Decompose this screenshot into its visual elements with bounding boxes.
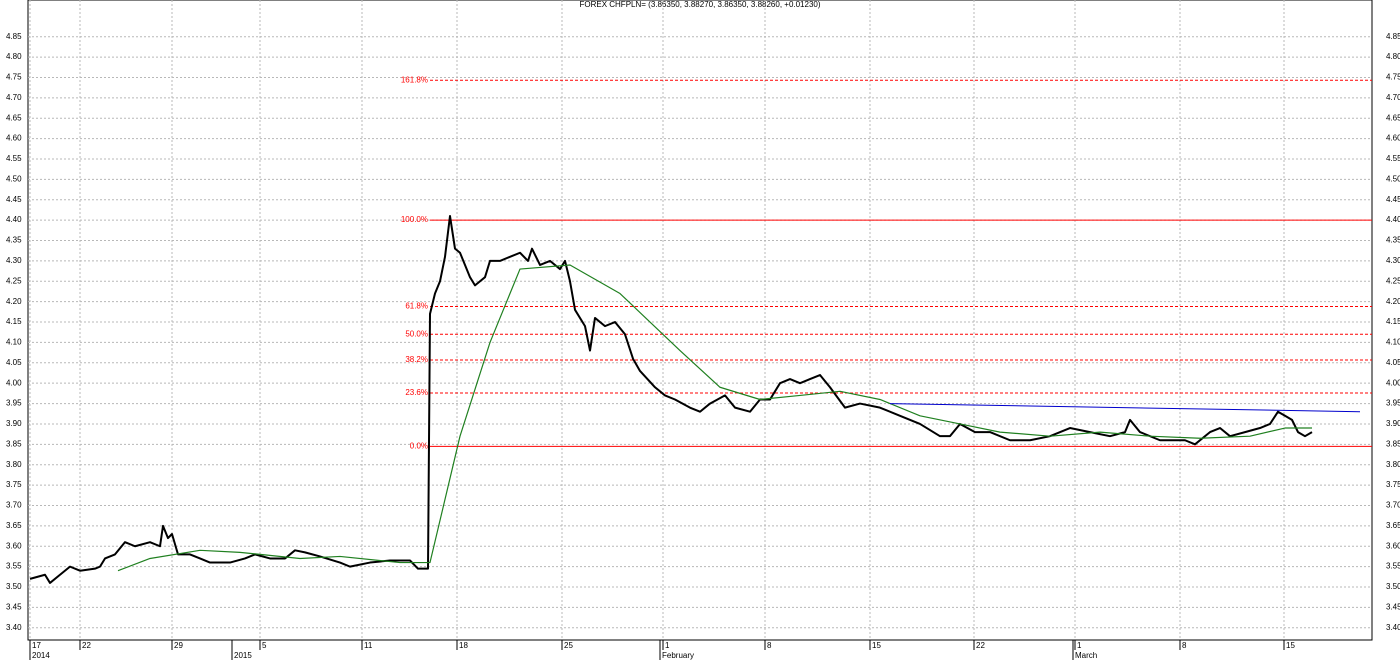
y-tick-label-right: 4.25: [1386, 276, 1400, 285]
y-tick-label: 4.80: [6, 52, 22, 61]
y-tick-label: 4.45: [6, 195, 22, 204]
y-tick-label-right: 3.50: [1386, 582, 1400, 591]
y-tick-label: 3.45: [6, 602, 22, 611]
y-tick-label-right: 4.50: [1386, 174, 1400, 183]
y-tick-label: 3.90: [6, 419, 22, 428]
y-tick-label: 4.00: [6, 378, 22, 387]
x-period-label: February: [662, 651, 694, 660]
y-tick-label-right: 3.55: [1386, 562, 1400, 571]
y-tick-label-right: 4.30: [1386, 256, 1400, 265]
y-tick-label: 4.70: [6, 93, 22, 102]
y-tick-label: 4.30: [6, 256, 22, 265]
y-tick-label: 4.65: [6, 113, 22, 122]
y-tick-label: 3.55: [6, 562, 22, 571]
y-tick-label: 4.05: [6, 358, 22, 367]
y-tick-label-right: 3.70: [1386, 501, 1400, 510]
y-tick-label-right: 4.60: [1386, 134, 1400, 143]
x-period-label: 2014: [32, 651, 50, 660]
y-tick-label-right: 4.40: [1386, 215, 1400, 224]
y-tick-label: 3.65: [6, 521, 22, 530]
trendline: [889, 403, 1361, 413]
y-tick-label-right: 4.70: [1386, 93, 1400, 102]
y-tick-label: 4.75: [6, 73, 22, 82]
y-tick-label-right: 4.75: [1386, 73, 1400, 82]
x-tick-label: 25: [564, 641, 573, 650]
y-tick-label: 3.50: [6, 582, 22, 591]
x-tick-label: 29: [174, 641, 183, 650]
x-tick-label: 8: [1182, 641, 1187, 650]
y-tick-label: 3.60: [6, 541, 22, 550]
y-tick-label: 3.75: [6, 480, 22, 489]
y-tick-label: 3.95: [6, 399, 22, 408]
y-tick-label-right: 4.55: [1386, 154, 1400, 163]
x-tick-label: 22: [82, 641, 91, 650]
y-tick-label: 4.55: [6, 154, 22, 163]
series-line: [29, 215, 1313, 584]
x-tick-label: 5: [262, 641, 267, 650]
y-tick-label-right: 4.05: [1386, 358, 1400, 367]
x-period-label: March: [1075, 651, 1097, 660]
y-tick-label-right: 4.45: [1386, 195, 1400, 204]
y-tick-label: 4.60: [6, 134, 22, 143]
x-tick-label: 22: [976, 641, 985, 650]
y-tick-label-right: 3.95: [1386, 399, 1400, 408]
y-tick-label-right: 3.40: [1386, 623, 1400, 632]
y-tick-label: 3.80: [6, 460, 22, 469]
x-tick-label: 8: [767, 641, 772, 650]
fib-label: 50.0%: [405, 329, 428, 338]
x-tick-label: 11: [364, 641, 373, 650]
fib-label: 100.0%: [401, 215, 428, 224]
x-tick-label: 18: [459, 641, 468, 650]
fib-label: 23.6%: [405, 388, 428, 397]
fib-label: 0.0%: [410, 441, 428, 450]
y-tick-label: 3.70: [6, 501, 22, 510]
y-tick-label: 4.25: [6, 276, 22, 285]
fib-label: 38.2%: [405, 355, 428, 364]
x-tick-label: 17: [32, 641, 41, 650]
y-tick-label-right: 3.45: [1386, 602, 1400, 611]
fib-label: 161.8%: [401, 75, 428, 84]
y-tick-label: 4.85: [6, 32, 22, 41]
y-tick-label-right: 4.80: [1386, 52, 1400, 61]
x-tick-label: 1: [665, 641, 670, 650]
x-tick-label: 15: [872, 641, 881, 650]
y-tick-label: 4.15: [6, 317, 22, 326]
x-period-label: 2015: [234, 651, 252, 660]
y-tick-label: 4.35: [6, 236, 22, 245]
y-tick-label-right: 4.00: [1386, 378, 1400, 387]
y-tick-label-right: 3.85: [1386, 439, 1400, 448]
x-tick-label: 1: [1077, 641, 1082, 650]
y-tick-label: 4.20: [6, 297, 22, 306]
y-tick-label-right: 3.80: [1386, 460, 1400, 469]
y-tick-label-right: 4.20: [1386, 297, 1400, 306]
plot-frame: [27, 0, 1373, 641]
y-tick-label-right: 4.10: [1386, 338, 1400, 347]
y-tick-label: 4.10: [6, 338, 22, 347]
x-tick-label: 15: [1286, 641, 1295, 650]
y-tick-label-right: 3.90: [1386, 419, 1400, 428]
y-tick-label-right: 3.60: [1386, 541, 1400, 550]
y-tick-label: 3.40: [6, 623, 22, 632]
y-tick-label-right: 3.65: [1386, 521, 1400, 530]
y-tick-label: 4.40: [6, 215, 22, 224]
fib-label: 61.8%: [405, 302, 428, 311]
y-tick-label-right: 4.85: [1386, 32, 1400, 41]
y-tick-label-right: 4.15: [1386, 317, 1400, 326]
y-tick-label: 4.50: [6, 174, 22, 183]
y-tick-label-right: 3.75: [1386, 480, 1400, 489]
y-tick-label-right: 4.35: [1386, 236, 1400, 245]
chart-title: FOREX CHFPLN= (3.86350, 3.88270, 3.86350…: [579, 0, 820, 9]
y-tick-label: 3.85: [6, 439, 22, 448]
series-line: [117, 264, 1312, 572]
y-tick-label-right: 4.65: [1386, 113, 1400, 122]
